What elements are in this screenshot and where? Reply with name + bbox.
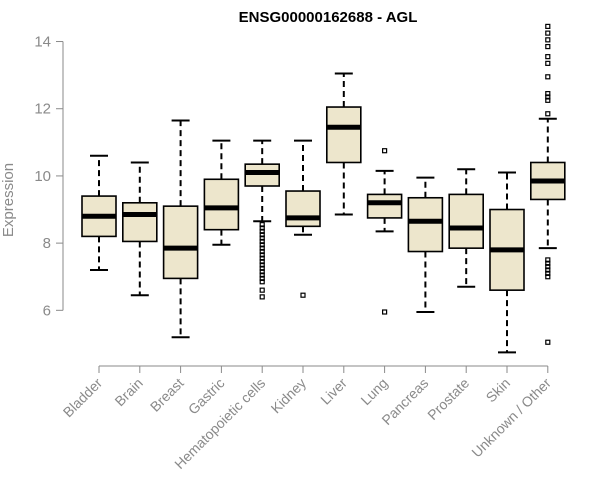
- box-lung: [366, 148, 403, 315]
- box-liver: [325, 72, 362, 216]
- outlier-point: [259, 235, 265, 241]
- outlier-point: [259, 222, 265, 228]
- outlier-point: [545, 339, 551, 345]
- outlier-point: [545, 260, 551, 266]
- outlier-point: [259, 269, 265, 275]
- outlier-point: [545, 97, 551, 103]
- box-brain: [122, 161, 158, 297]
- x-tick-label: Lung: [357, 375, 390, 408]
- outlier-point: [259, 225, 265, 231]
- outlier-point: [259, 245, 265, 251]
- iqr-box: [407, 196, 444, 253]
- outlier-point: [259, 238, 265, 245]
- iqr-box: [244, 163, 280, 187]
- y-tick-label: 12: [34, 101, 51, 118]
- outlier-point: [259, 252, 265, 258]
- outlier-point: [259, 294, 265, 300]
- iqr-box: [162, 205, 199, 280]
- outlier-point: [259, 255, 265, 261]
- outlier-point: [259, 287, 265, 293]
- outlier-point: [259, 272, 265, 278]
- outlier-point: [545, 30, 551, 36]
- outlier-point: [545, 274, 551, 280]
- box-series: [81, 23, 566, 354]
- outlier-point: [259, 275, 265, 281]
- outlier-point: [545, 43, 551, 50]
- outlier-point: [545, 94, 551, 100]
- x-tick-label: Bladder: [60, 375, 106, 421]
- outlier-point: [545, 264, 551, 270]
- outlier-point: [545, 257, 551, 263]
- outlier-point: [259, 262, 265, 268]
- outlier-point: [545, 111, 551, 117]
- outlier-point: [259, 248, 265, 255]
- outlier-point: [545, 74, 551, 80]
- outlier-point: [545, 23, 551, 29]
- outlier-point: [545, 37, 551, 43]
- outlier-point: [382, 148, 388, 154]
- outlier-point: [259, 232, 265, 238]
- y-axis-label: Expression: [0, 163, 17, 237]
- iqr-box: [203, 178, 240, 231]
- chart-title: ENSG00000162688 - AGL: [239, 9, 418, 26]
- outlier-point: [300, 292, 306, 298]
- x-tick-label: Skin: [483, 375, 514, 406]
- outlier-point: [545, 54, 551, 60]
- iqr-box: [285, 190, 321, 228]
- outlier-point: [259, 228, 265, 234]
- box-hematopoietic-cells: [244, 139, 280, 300]
- y-tick-label: 8: [43, 235, 51, 252]
- box-pancreas: [407, 176, 444, 313]
- x-tick-label: Breast: [147, 375, 187, 415]
- x-tick-label: Brain: [111, 375, 145, 409]
- outlier-point: [545, 267, 551, 273]
- y-tick-label: 6: [43, 302, 51, 319]
- box-bladder: [81, 154, 117, 271]
- outlier-point: [382, 309, 388, 315]
- iqr-box: [122, 202, 158, 243]
- outlier-point: [259, 279, 265, 285]
- x-tick-label: Liver: [317, 375, 350, 408]
- x-tick-label: Prostate: [424, 375, 472, 423]
- y-tick-label: 14: [34, 34, 51, 51]
- y-axis: 6 8 10 12 14: [34, 34, 64, 319]
- box-gastric: [203, 139, 240, 246]
- outlier-point: [259, 265, 265, 271]
- box-breast: [162, 119, 199, 339]
- iqr-box: [366, 193, 403, 219]
- box-prostate: [448, 168, 485, 288]
- iqr-box: [325, 106, 362, 164]
- outlier-point: [545, 270, 551, 276]
- box-skin: [489, 171, 525, 354]
- y-tick-label: 10: [34, 168, 51, 185]
- outlier-point: [259, 242, 265, 248]
- box-kidney: [285, 139, 321, 298]
- outlier-point: [545, 90, 551, 97]
- x-tick-label: Kidney: [268, 375, 310, 417]
- iqr-box: [448, 193, 485, 249]
- outlier-point: [545, 60, 551, 66]
- box-unknown-other: [529, 23, 566, 345]
- outlier-point: [259, 259, 265, 265]
